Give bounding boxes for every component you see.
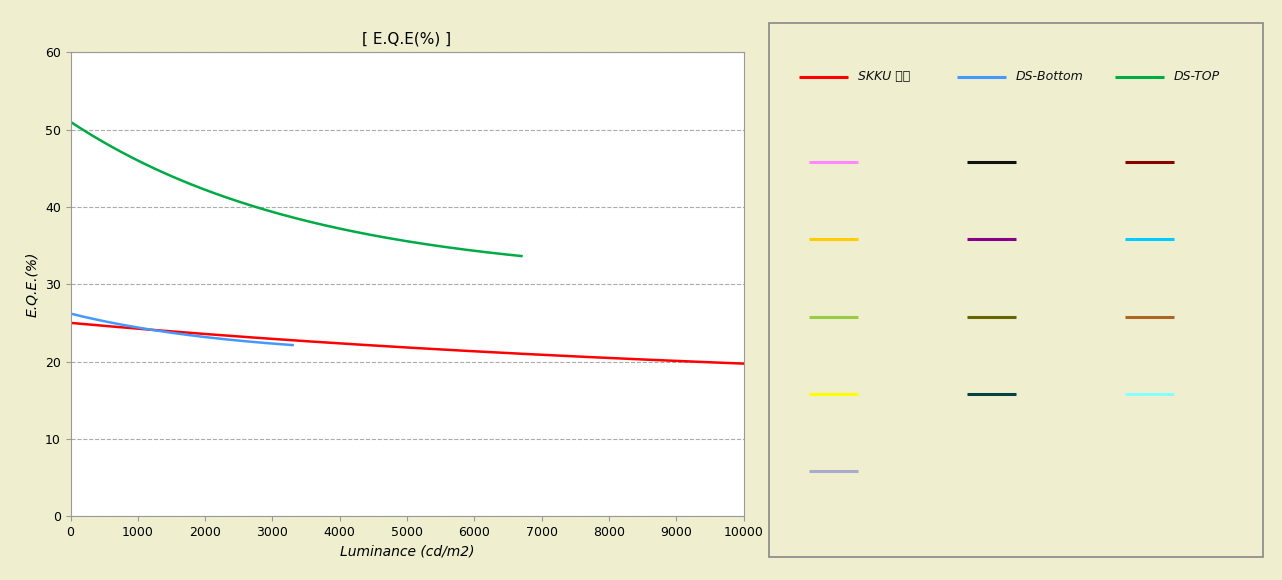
- Text: DS-TOP: DS-TOP: [1174, 70, 1220, 83]
- Text: DS-Bottom: DS-Bottom: [1015, 70, 1083, 83]
- Y-axis label: E.Q.E.(%): E.Q.E.(%): [26, 252, 40, 317]
- Text: SKKU 결과: SKKU 결과: [858, 70, 910, 83]
- X-axis label: Luminance (cd/m2): Luminance (cd/m2): [340, 545, 474, 559]
- Title: [ E.Q.E(%) ]: [ E.Q.E(%) ]: [363, 32, 451, 47]
